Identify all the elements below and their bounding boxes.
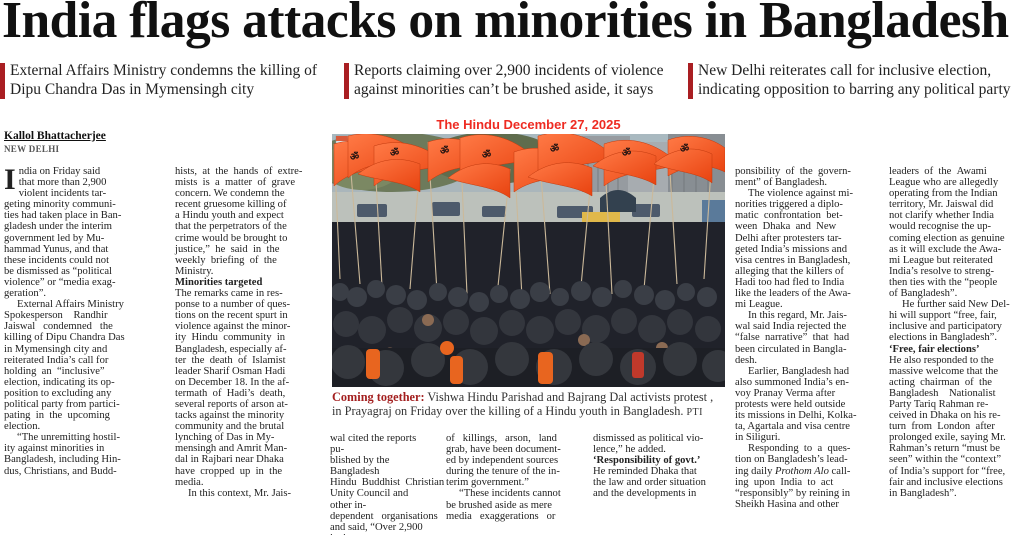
- svg-text:ॐ: ॐ: [482, 149, 491, 161]
- svg-text:ॐ: ॐ: [550, 143, 559, 155]
- svg-text:ॐ: ॐ: [390, 147, 399, 159]
- svg-text:ॐ: ॐ: [680, 143, 689, 155]
- svg-text:ॐ: ॐ: [622, 147, 631, 159]
- svg-text:ॐ: ॐ: [440, 145, 449, 157]
- svg-text:ॐ: ॐ: [350, 151, 359, 163]
